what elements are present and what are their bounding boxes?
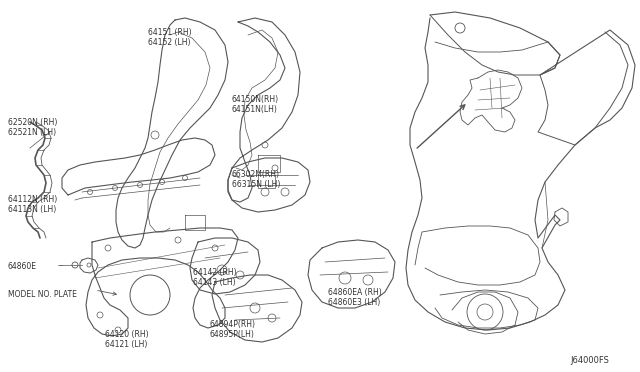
Text: 64112N (RH): 64112N (RH) (8, 195, 57, 204)
Text: 64860E3 (LH): 64860E3 (LH) (328, 298, 380, 307)
Text: 64142 (RH): 64142 (RH) (193, 268, 237, 277)
Text: 64121 (LH): 64121 (LH) (105, 340, 147, 349)
Text: 64860EA (RH): 64860EA (RH) (328, 288, 381, 297)
Text: 64151 (RH): 64151 (RH) (148, 28, 191, 37)
Text: 64120 (RH): 64120 (RH) (105, 330, 148, 339)
Text: J64000FS: J64000FS (570, 356, 609, 365)
Text: 66302M(RH): 66302M(RH) (232, 170, 280, 179)
Text: 62520N (RH): 62520N (RH) (8, 118, 58, 127)
Text: 64113N (LH): 64113N (LH) (8, 205, 56, 214)
Text: 66315N (LH): 66315N (LH) (232, 180, 280, 189)
Text: 64895P(LH): 64895P(LH) (210, 330, 255, 339)
Text: 64151N(LH): 64151N(LH) (232, 105, 278, 114)
Text: 64150N(RH): 64150N(RH) (232, 95, 279, 104)
Text: MODEL NO. PLATE: MODEL NO. PLATE (8, 290, 77, 299)
Text: 64860E: 64860E (8, 262, 37, 271)
Text: 64143 (LH): 64143 (LH) (193, 278, 236, 287)
Text: 64152 (LH): 64152 (LH) (148, 38, 191, 47)
Text: 62521N (LH): 62521N (LH) (8, 128, 56, 137)
Text: 64894P(RH): 64894P(RH) (210, 320, 256, 329)
